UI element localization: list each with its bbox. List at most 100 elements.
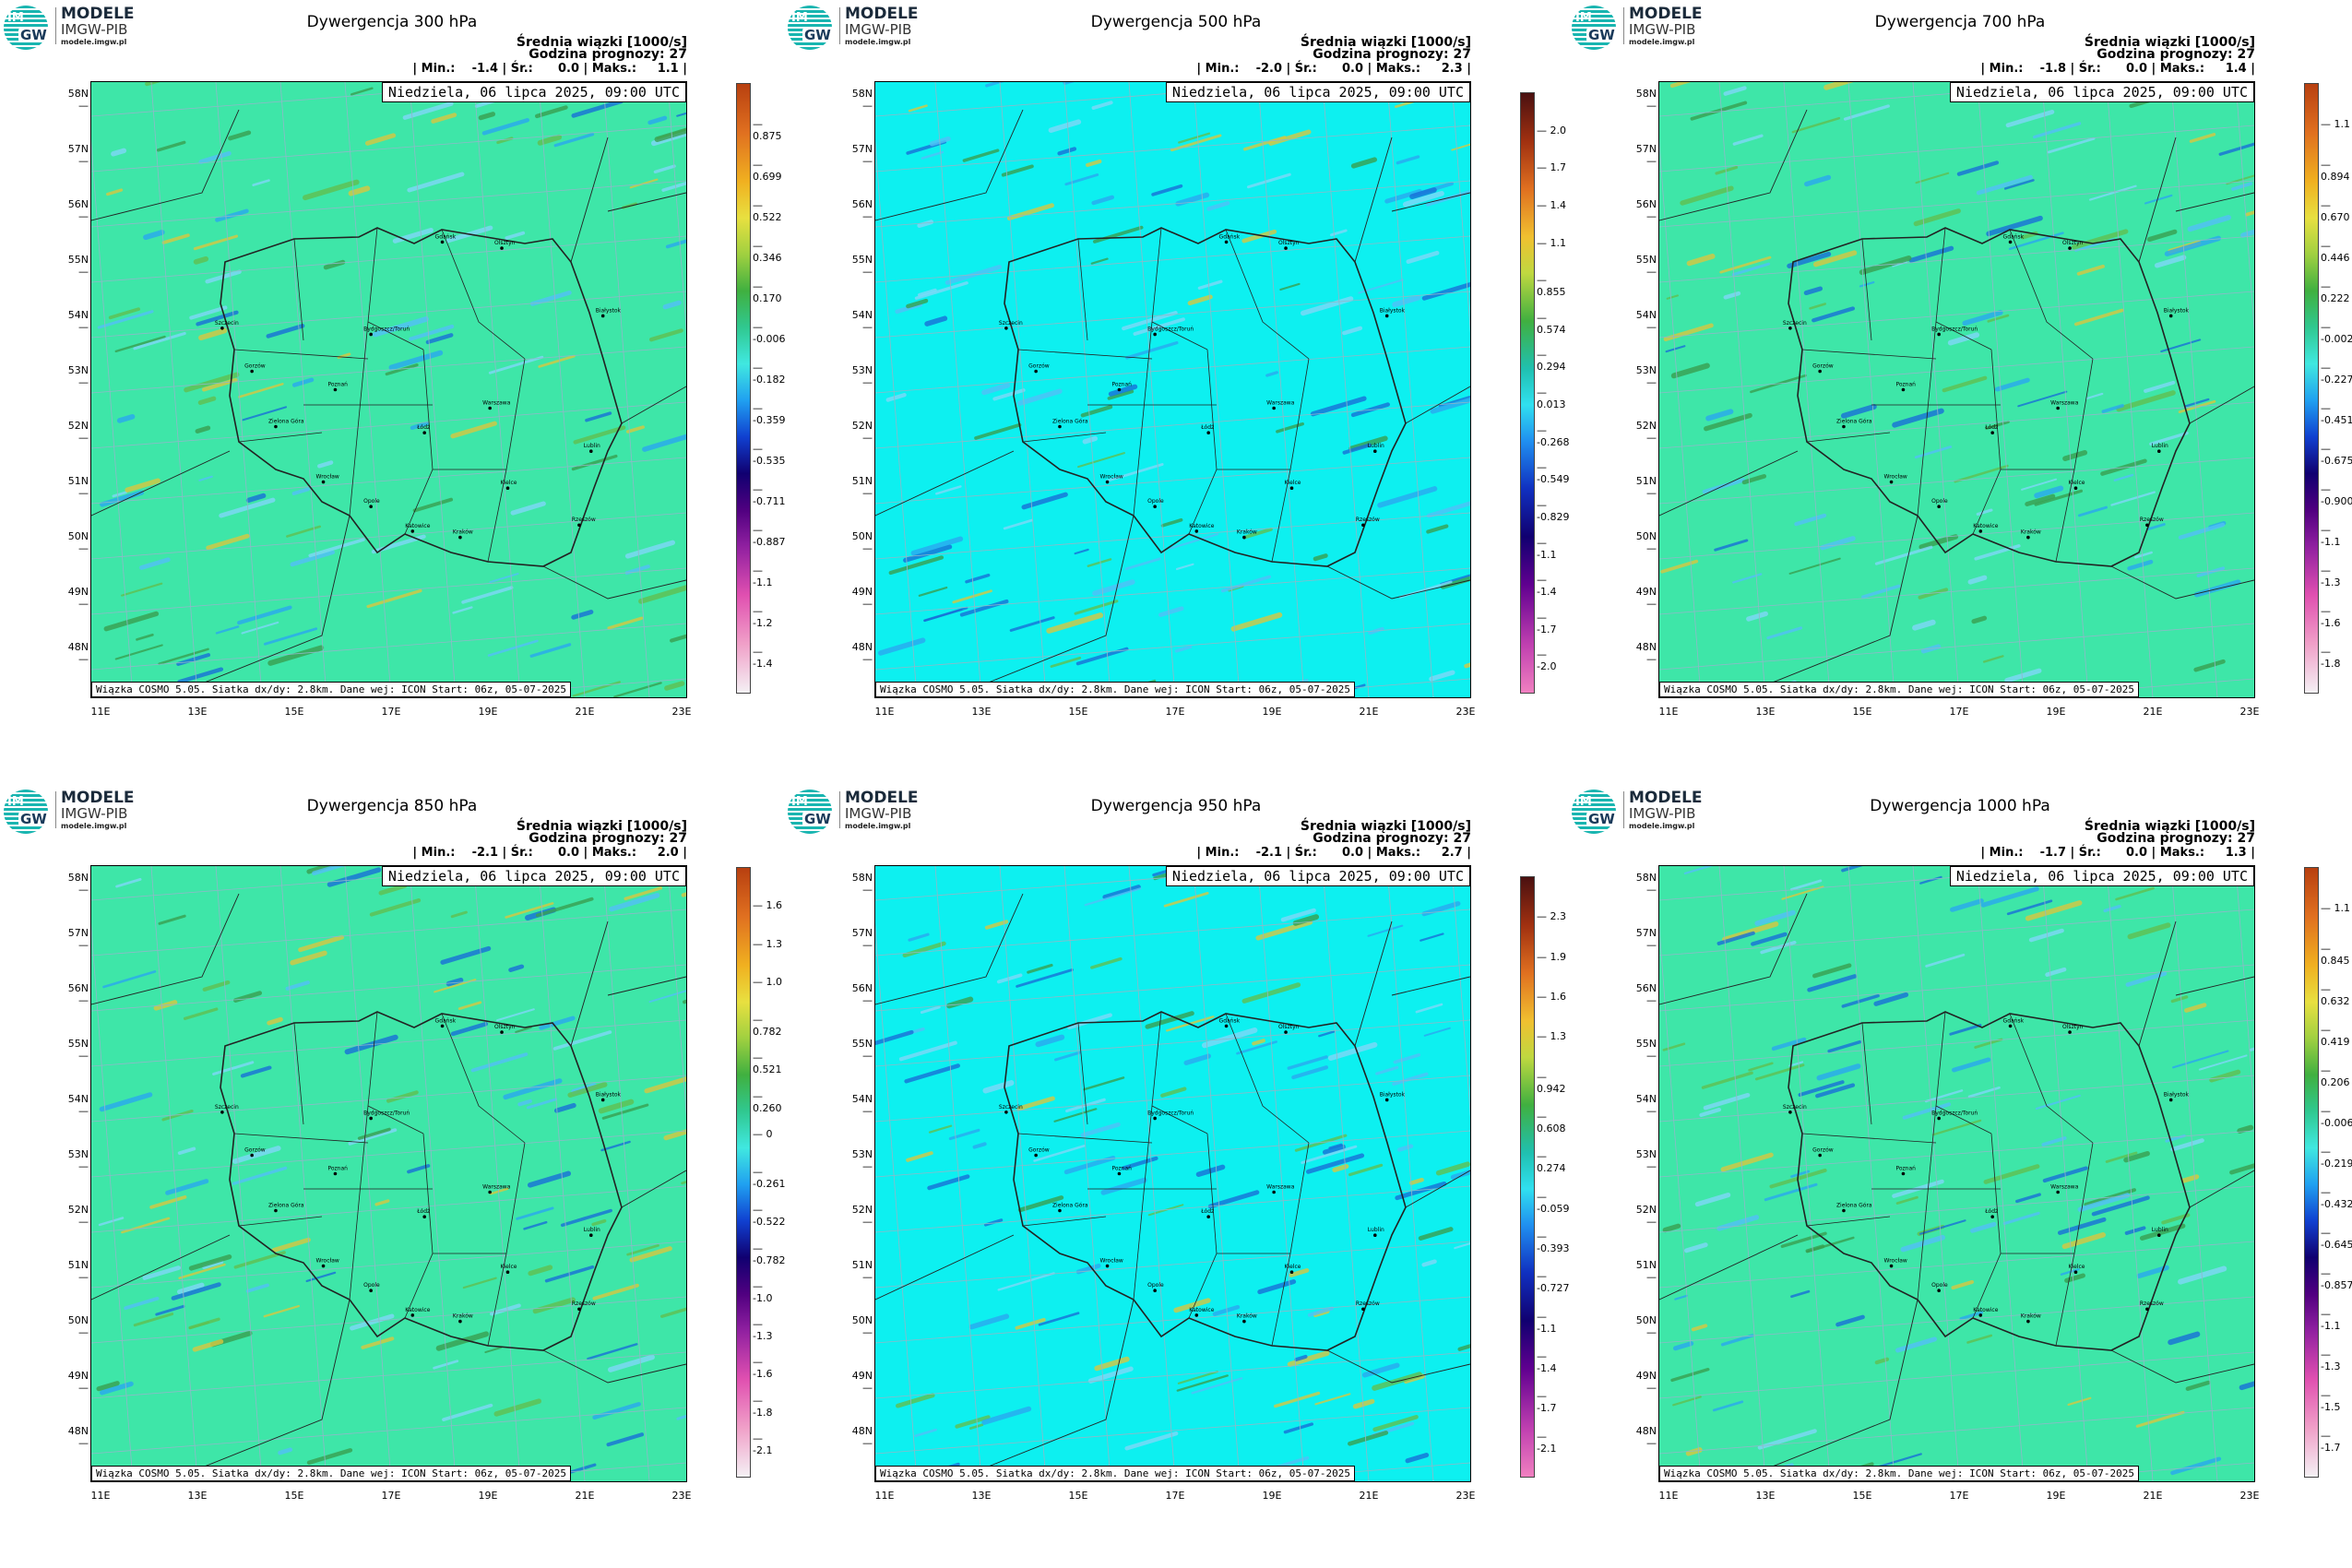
field-streak — [290, 550, 336, 567]
field-streak — [192, 1338, 224, 1352]
field-streak — [1672, 1396, 1702, 1407]
logo-im-text: IM — [7, 11, 24, 25]
city-label: Gorzów — [1812, 362, 1834, 369]
field-streak — [1694, 1192, 1731, 1207]
field-streak — [1163, 891, 1209, 908]
field-streak — [1426, 501, 1470, 518]
city-label: Rzeszów — [1356, 1301, 1380, 1307]
city-marker — [1289, 486, 1294, 491]
longitude-tick-label: 19E — [478, 1490, 498, 1502]
latitude-tick-label: 51N— — [1635, 1259, 1657, 1283]
longitude-gridline — [1912, 866, 1960, 1481]
city-label: Kielce — [501, 1264, 517, 1270]
field-streak — [532, 1297, 576, 1314]
city-label: Gdańsk — [435, 233, 457, 240]
field-streak — [2002, 1211, 2040, 1226]
latitude-tick-label: 56N— — [1635, 982, 1657, 1006]
field-streak — [1191, 1377, 1243, 1395]
field-streak — [875, 1029, 914, 1045]
field-streak — [189, 305, 228, 320]
field-streak — [1075, 647, 1129, 666]
field-streak — [364, 133, 397, 146]
longitude-tick-label: 15E — [1852, 706, 1872, 718]
longitude-gridline — [91, 922, 134, 1481]
poland-border — [220, 227, 623, 567]
field-streak — [188, 1317, 220, 1330]
field-streak — [1003, 518, 1034, 530]
latitude-gridline — [91, 1241, 686, 1289]
field-streak — [648, 990, 686, 1004]
field-streak — [629, 1246, 672, 1263]
field-streak — [981, 1406, 1032, 1425]
field-streak — [1974, 1038, 2003, 1049]
field-streak — [431, 113, 457, 124]
field-streak — [1788, 1061, 1804, 1067]
field-streak — [2154, 255, 2187, 268]
field-streak — [2028, 928, 2064, 943]
latitude-tick-label: 56N— — [1635, 198, 1657, 222]
field-streak — [624, 886, 662, 901]
field-streak — [1305, 1153, 1365, 1174]
field-streak — [908, 932, 930, 942]
longitude-gridline — [1063, 866, 1111, 1481]
field-streak — [1874, 1453, 1922, 1469]
field-streak — [1835, 1314, 1865, 1327]
longitude-gridline — [91, 138, 134, 697]
field-streak — [982, 1080, 1015, 1094]
field-streak — [2105, 1151, 2138, 1163]
colorbar-tick-label: — -0.675 — [2321, 443, 2352, 467]
field-streak — [1859, 255, 1912, 276]
longitude-gridline — [1128, 866, 1176, 1481]
latitude-tick-label: 50N— — [1635, 530, 1657, 554]
field-streak — [1966, 1334, 1993, 1344]
field-streak — [1672, 1341, 1694, 1351]
field-streak — [528, 1265, 553, 1277]
longitude-tick-label: 11E — [1658, 1490, 1679, 1502]
field-streak — [1183, 1053, 1212, 1065]
field-streak — [2103, 904, 2121, 913]
field-streak — [1919, 875, 1942, 885]
field-streak — [1723, 291, 1741, 300]
colorbar-tick-label: — 0.942 — [1537, 1070, 1566, 1095]
field-streak — [606, 1432, 645, 1447]
longitude-tick-label: 11E — [874, 706, 895, 718]
brand-url: modele.imgw.pl — [1629, 38, 1695, 46]
city-label: Zielona Góra — [1052, 419, 1088, 425]
colorbar-tick-label: — 0.274 — [1537, 1150, 1566, 1175]
field-streak — [505, 231, 526, 240]
poland-border — [1788, 1011, 2191, 1351]
field-streak — [487, 639, 539, 657]
latitude-gridline — [1659, 1407, 2254, 1455]
longitude-tick-label: 15E — [284, 1490, 304, 1502]
latitude-tick-label: 52N— — [67, 420, 89, 444]
field-streak — [306, 1448, 353, 1466]
city-marker — [369, 505, 373, 509]
country-borders — [1659, 109, 2254, 692]
brand-org: IMGW-PIB — [61, 805, 128, 822]
latitude-tick-label: 49N— — [67, 1370, 89, 1394]
field-streak — [1242, 528, 1273, 540]
colorbar-tick-label: — -0.006 — [2321, 1105, 2352, 1129]
latitude-tick-label: 55N— — [851, 254, 873, 278]
field-streak — [1683, 866, 1714, 875]
field-streak — [1812, 306, 1856, 323]
field-streak — [1246, 172, 1291, 189]
field-streak — [508, 964, 525, 972]
colorbar-tick-label: — -0.711 — [753, 483, 786, 507]
field-streak — [1009, 616, 1055, 632]
longitude-gridline — [667, 82, 686, 334]
colorbar-tick-label: — -0.182 — [753, 362, 786, 386]
longitude-gridline — [473, 866, 521, 1481]
field-streak — [1714, 539, 1749, 552]
field-streak — [1450, 1170, 1470, 1180]
field-streak — [924, 315, 948, 327]
field-streak — [1690, 101, 1748, 121]
field-streak — [2134, 551, 2153, 559]
field-streak — [1080, 1122, 1121, 1138]
longitude-tick-label: 19E — [2046, 706, 2066, 718]
field-streak — [1780, 1231, 1827, 1248]
field-streak — [1402, 190, 1444, 208]
field-streak — [1720, 1152, 1774, 1172]
colorbar-tick-label: — -1.1 — [753, 564, 773, 588]
stats-line: | Min.: -1.7 | Śr.: 0.0 | Maks.: 1.3 | — [1980, 846, 2255, 860]
